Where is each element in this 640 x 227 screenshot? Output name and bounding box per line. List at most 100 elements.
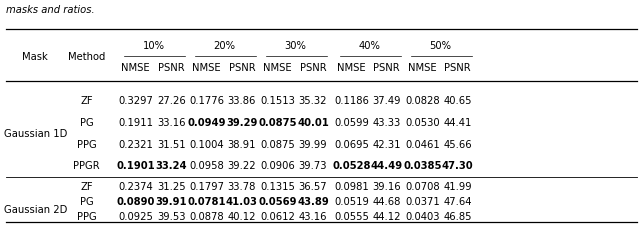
Text: 39.29: 39.29 bbox=[226, 118, 258, 128]
Text: Gaussian 2D: Gaussian 2D bbox=[3, 204, 67, 214]
Text: 0.0385: 0.0385 bbox=[403, 161, 442, 171]
Text: 43.89: 43.89 bbox=[297, 196, 329, 206]
Text: PPGR: PPGR bbox=[73, 161, 100, 171]
Text: 39.22: 39.22 bbox=[228, 161, 256, 171]
Text: 39.53: 39.53 bbox=[157, 211, 186, 221]
Text: 43.56: 43.56 bbox=[299, 226, 327, 227]
Text: 0.3297: 0.3297 bbox=[118, 96, 153, 106]
Text: NMSE: NMSE bbox=[408, 63, 436, 73]
Text: 0.0958: 0.0958 bbox=[189, 161, 224, 171]
Text: 35.32: 35.32 bbox=[299, 96, 327, 106]
Text: 40.01: 40.01 bbox=[297, 118, 329, 128]
Text: 0.1776: 0.1776 bbox=[189, 96, 224, 106]
Text: 27.26: 27.26 bbox=[157, 96, 186, 106]
Text: 0.0781: 0.0781 bbox=[188, 196, 226, 206]
Text: 40.65: 40.65 bbox=[444, 96, 472, 106]
Text: 44.49: 44.49 bbox=[371, 161, 403, 171]
Text: 0.0890: 0.0890 bbox=[116, 196, 155, 206]
Text: NMSE: NMSE bbox=[264, 63, 292, 73]
Text: 33.24: 33.24 bbox=[156, 161, 188, 171]
Text: ZF: ZF bbox=[80, 96, 93, 106]
Text: 47.30: 47.30 bbox=[442, 161, 474, 171]
Text: PPG: PPG bbox=[77, 211, 96, 221]
Text: 48.32: 48.32 bbox=[442, 226, 474, 227]
Text: 0.1315: 0.1315 bbox=[260, 182, 295, 192]
Text: PSNR: PSNR bbox=[158, 63, 185, 73]
Text: 0.0925: 0.0925 bbox=[118, 211, 153, 221]
Text: Gaussian 1D: Gaussian 1D bbox=[3, 128, 67, 138]
Text: PSNR: PSNR bbox=[373, 63, 400, 73]
Text: 33.86: 33.86 bbox=[228, 96, 256, 106]
Text: 0.0586: 0.0586 bbox=[260, 226, 295, 227]
Text: PSNR: PSNR bbox=[228, 63, 255, 73]
Text: 0.1911: 0.1911 bbox=[118, 118, 153, 128]
Text: 0.2374: 0.2374 bbox=[118, 182, 153, 192]
Text: 38.91: 38.91 bbox=[228, 139, 256, 149]
Text: PG: PG bbox=[79, 196, 93, 206]
Text: 0.0878: 0.0878 bbox=[189, 211, 224, 221]
Text: 46.85: 46.85 bbox=[444, 211, 472, 221]
Text: 0.0371: 0.0371 bbox=[405, 196, 440, 206]
Text: ZF: ZF bbox=[80, 182, 93, 192]
Text: 0.0599: 0.0599 bbox=[334, 118, 369, 128]
Text: 0.0519: 0.0519 bbox=[334, 196, 369, 206]
Text: 0.0804: 0.0804 bbox=[189, 226, 224, 227]
Text: 10%: 10% bbox=[143, 40, 164, 50]
Text: 50%: 50% bbox=[429, 40, 451, 50]
Text: 20%: 20% bbox=[214, 40, 236, 50]
Text: 0.0440: 0.0440 bbox=[332, 226, 371, 227]
Text: 41.99: 41.99 bbox=[444, 182, 472, 192]
Text: 39.99: 39.99 bbox=[299, 139, 327, 149]
Text: 30%: 30% bbox=[285, 40, 307, 50]
Text: 0.0828: 0.0828 bbox=[405, 96, 440, 106]
Text: 38.61: 38.61 bbox=[157, 226, 186, 227]
Text: 0.0569: 0.0569 bbox=[259, 196, 297, 206]
Text: NMSE: NMSE bbox=[122, 63, 150, 73]
Text: 44.12: 44.12 bbox=[372, 211, 401, 221]
Text: 0.0528: 0.0528 bbox=[332, 161, 371, 171]
Text: 33.16: 33.16 bbox=[157, 118, 186, 128]
Text: 0.1513: 0.1513 bbox=[260, 96, 295, 106]
Text: NMSE: NMSE bbox=[193, 63, 221, 73]
Text: PPGR: PPGR bbox=[73, 226, 100, 227]
Text: Mask: Mask bbox=[22, 52, 48, 62]
Text: PPG: PPG bbox=[77, 139, 96, 149]
Text: 0.1797: 0.1797 bbox=[189, 182, 224, 192]
Text: 0.0981: 0.0981 bbox=[334, 182, 369, 192]
Text: 44.68: 44.68 bbox=[372, 196, 401, 206]
Text: 0.1901: 0.1901 bbox=[116, 161, 155, 171]
Text: PG: PG bbox=[79, 118, 93, 128]
Text: 0.1029: 0.1029 bbox=[118, 226, 153, 227]
Text: 0.0555: 0.0555 bbox=[334, 211, 369, 221]
Text: 0.0875: 0.0875 bbox=[260, 139, 295, 149]
Text: 0.0695: 0.0695 bbox=[334, 139, 369, 149]
Text: 41.03: 41.03 bbox=[226, 196, 258, 206]
Text: 0.0530: 0.0530 bbox=[405, 118, 440, 128]
Text: 43.16: 43.16 bbox=[299, 211, 327, 221]
Text: 0.1186: 0.1186 bbox=[334, 96, 369, 106]
Text: 47.64: 47.64 bbox=[444, 196, 472, 206]
Text: 40%: 40% bbox=[358, 40, 380, 50]
Text: 31.25: 31.25 bbox=[157, 182, 186, 192]
Text: 44.41: 44.41 bbox=[444, 118, 472, 128]
Text: 45.66: 45.66 bbox=[444, 139, 472, 149]
Text: 0.1004: 0.1004 bbox=[189, 139, 224, 149]
Text: masks and ratios.: masks and ratios. bbox=[6, 5, 95, 15]
Text: 0.0875: 0.0875 bbox=[259, 118, 297, 128]
Text: 39.91: 39.91 bbox=[156, 196, 188, 206]
Text: NMSE: NMSE bbox=[337, 63, 365, 73]
Text: 40.82: 40.82 bbox=[228, 226, 256, 227]
Text: 39.16: 39.16 bbox=[372, 182, 401, 192]
Text: 0.0612: 0.0612 bbox=[260, 211, 295, 221]
Text: 36.57: 36.57 bbox=[299, 182, 327, 192]
Text: 0.0461: 0.0461 bbox=[405, 139, 440, 149]
Text: 0.0347: 0.0347 bbox=[403, 226, 442, 227]
Text: PSNR: PSNR bbox=[300, 63, 326, 73]
Text: 31.51: 31.51 bbox=[157, 139, 186, 149]
Text: 0.0403: 0.0403 bbox=[405, 211, 440, 221]
Text: Method: Method bbox=[68, 52, 105, 62]
Text: 37.49: 37.49 bbox=[372, 96, 401, 106]
Text: 33.78: 33.78 bbox=[228, 182, 256, 192]
Text: 0.0949: 0.0949 bbox=[188, 118, 226, 128]
Text: 46.20: 46.20 bbox=[371, 226, 403, 227]
